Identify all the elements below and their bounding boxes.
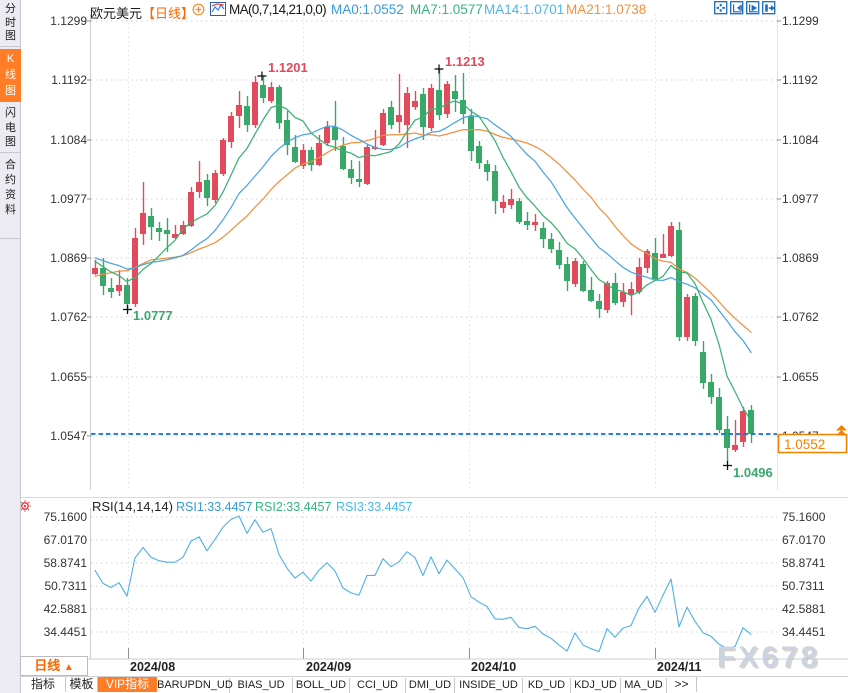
svg-text:1.0552: 1.0552 <box>784 437 825 452</box>
svg-text:34.4451: 34.4451 <box>44 625 88 639</box>
svg-text:1.1192: 1.1192 <box>782 73 818 87</box>
svg-text:1.1084: 1.1084 <box>782 133 819 147</box>
svg-text:1.1299: 1.1299 <box>782 14 819 28</box>
svg-text:1.0869: 1.0869 <box>50 251 87 265</box>
svg-text:1.1201: 1.1201 <box>268 60 308 75</box>
svg-text:1.0762: 1.0762 <box>782 310 819 324</box>
svg-text:50.7311: 50.7311 <box>45 579 88 593</box>
svg-text:1.0496: 1.0496 <box>733 465 773 480</box>
svg-text:67.0170: 67.0170 <box>44 533 88 547</box>
svg-text:1.1213: 1.1213 <box>445 54 485 69</box>
svg-text:50.7311: 50.7311 <box>782 579 825 593</box>
svg-text:1.1299: 1.1299 <box>50 14 87 28</box>
svg-text:1.0655: 1.0655 <box>782 370 819 384</box>
svg-text:58.8741: 58.8741 <box>44 556 88 570</box>
svg-text:42.5881: 42.5881 <box>44 602 88 616</box>
svg-text:RSI2:33.4457: RSI2:33.4457 <box>255 500 331 514</box>
svg-text:1.0977: 1.0977 <box>50 192 87 206</box>
svg-text:1.0869: 1.0869 <box>782 251 819 265</box>
svg-text:RSI1:33.4457: RSI1:33.4457 <box>176 500 252 514</box>
svg-text:RSI(14,14,14): RSI(14,14,14) <box>92 499 173 514</box>
svg-text:42.5881: 42.5881 <box>782 602 826 616</box>
svg-text:1.1192: 1.1192 <box>51 73 87 87</box>
svg-text:75.1600: 75.1600 <box>44 510 88 524</box>
svg-text:67.0170: 67.0170 <box>782 533 826 547</box>
svg-text:1.0777: 1.0777 <box>133 308 173 323</box>
svg-text:75.1600: 75.1600 <box>782 510 826 524</box>
svg-text:RSI3:33.4457: RSI3:33.4457 <box>336 500 412 514</box>
svg-text:1.0547: 1.0547 <box>50 429 87 443</box>
svg-text:34.4451: 34.4451 <box>782 625 826 639</box>
svg-text:1.0655: 1.0655 <box>50 370 87 384</box>
svg-text:1.0762: 1.0762 <box>50 310 87 324</box>
svg-text:1.0977: 1.0977 <box>782 192 819 206</box>
svg-text:1.1084: 1.1084 <box>50 133 87 147</box>
svg-text:58.8741: 58.8741 <box>782 556 826 570</box>
